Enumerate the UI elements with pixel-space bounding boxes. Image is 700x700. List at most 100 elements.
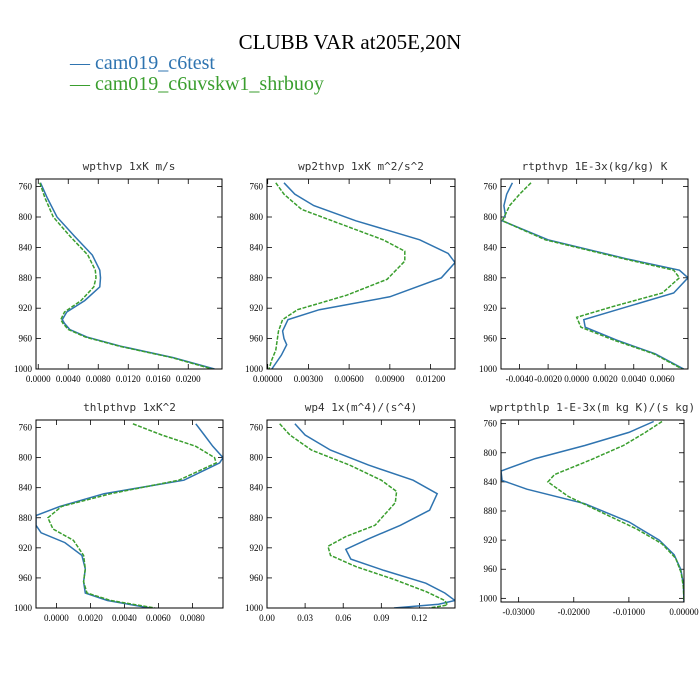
- y-tick-label: 1000: [245, 603, 264, 613]
- y-tick-label: 880: [250, 513, 264, 523]
- x-tick-label: 0.0200: [176, 374, 201, 384]
- x-tick-label: -0.0040: [506, 374, 534, 384]
- y-tick-label: 800: [19, 212, 33, 222]
- x-tick-label: -0.03000: [503, 607, 536, 617]
- legend-entry-c6test: — cam019_c6test: [70, 52, 215, 75]
- y-tick-label: 1000: [479, 593, 498, 603]
- series-line-c6test: [501, 182, 688, 369]
- y-tick-label: 840: [250, 242, 264, 252]
- y-tick-label: 960: [19, 573, 33, 583]
- x-tick-label: 0.0060: [650, 374, 675, 384]
- series-line-c6test: [36, 423, 223, 608]
- subplot-title: thlpthvp 1xK^2: [83, 401, 176, 414]
- x-tick-label: 0.0000: [44, 613, 69, 623]
- y-tick-label: 800: [484, 448, 498, 458]
- subplot-2: wp2thvp 1xK m^2/s^2 760 800 840 880 920 960 100…: [245, 160, 456, 384]
- legend-label-c6test: cam019_c6test: [95, 52, 215, 74]
- subplot-4: thlpthvp 1xK^2 760 800 840 880 920 960 1000 0.00…: [14, 401, 224, 623]
- x-tick-label: 0.12: [412, 613, 428, 623]
- series-line-shrbuoy: [279, 423, 449, 608]
- y-tick-label: 920: [484, 535, 498, 545]
- y-tick-label: 840: [19, 483, 33, 493]
- y-tick-label: 800: [250, 453, 264, 463]
- y-tick-label: 760: [19, 423, 33, 433]
- y-tick-label: 1000: [14, 364, 33, 374]
- x-tick-label: -0.0020: [534, 374, 562, 384]
- x-tick-label: 0.00600: [334, 374, 364, 384]
- subplot-1: wpthvp 1xK m/s76080084088092096010000.00…: [14, 160, 223, 384]
- x-tick-label: 0.0160: [146, 374, 171, 384]
- subplot-6: wprtpthlp 1-E-3x(m kg K)/(s kg) 760 800 840…: [479, 401, 699, 617]
- series-line-c6test: [501, 420, 684, 602]
- x-tick-label: 0.00000: [669, 607, 699, 617]
- y-tick-label: 840: [19, 242, 33, 252]
- x-tick-label: 0.01200: [416, 374, 446, 384]
- series-line-shrbuoy: [46, 423, 218, 608]
- y-tick-label: 1000: [245, 364, 264, 374]
- x-tick-label: 0.0040: [621, 374, 646, 384]
- subplot-3: rtpthvp 1E-3x(kg/kg) K 760 800 840 880 920 960…: [479, 160, 689, 384]
- y-tick-label: 760: [250, 423, 264, 433]
- plot-frame: [35, 419, 224, 609]
- subplot-title: rtpthvp 1E-3x(kg/kg) K: [522, 160, 668, 173]
- y-tick-label: 760: [484, 182, 498, 192]
- y-tick-label: 840: [484, 477, 498, 487]
- x-tick-label: 0.00: [259, 613, 275, 623]
- plot-frame: [500, 178, 689, 370]
- y-tick-label: 800: [19, 453, 33, 463]
- y-tick-label: 880: [19, 513, 33, 523]
- subplot-5: wp4 1x(m^4)/(s^4)76080084088092096010000…: [245, 401, 456, 623]
- x-tick-label: 0.06: [335, 613, 351, 623]
- y-tick-label: 1000: [479, 364, 498, 374]
- y-tick-label: 920: [250, 303, 264, 313]
- y-tick-label: 880: [250, 273, 264, 283]
- plot-frame: [35, 178, 223, 370]
- y-tick-label: 920: [484, 303, 498, 313]
- x-tick-label: 0.03: [297, 613, 313, 623]
- x-tick-label: 0.0020: [78, 613, 103, 623]
- subplot-title: wp4 1x(m^4)/(s^4): [305, 401, 418, 414]
- series-line-shrbuoy: [39, 182, 213, 369]
- y-tick-label: 760: [19, 182, 33, 192]
- y-tick-label: 800: [484, 212, 498, 222]
- x-tick-label: 0.0080: [180, 613, 205, 623]
- plot-frame: [500, 419, 685, 603]
- y-tick-label: 920: [19, 543, 33, 553]
- y-tick-label: 960: [250, 573, 264, 583]
- subplot-title: wp2thvp 1xK m^2/s^2: [298, 160, 424, 173]
- series-line-c6test: [39, 182, 215, 369]
- x-tick-label: 0.0060: [146, 613, 171, 623]
- series-line-shrbuoy: [546, 420, 684, 602]
- y-tick-label: 840: [484, 242, 498, 252]
- subplot-title: wpthvp 1xK m/s: [83, 160, 176, 173]
- y-tick-label: 960: [250, 334, 264, 344]
- plot-frame: [266, 178, 456, 370]
- x-tick-label: 0.00300: [294, 374, 324, 384]
- series-line-shrbuoy: [501, 182, 683, 369]
- y-tick-label: 760: [484, 419, 498, 429]
- y-tick-label: 840: [250, 483, 264, 493]
- x-tick-label: 0.0080: [86, 374, 111, 384]
- y-tick-label: 880: [19, 273, 33, 283]
- x-tick-label: 0.0040: [56, 374, 81, 384]
- subplot-title: wprtpthlp 1-E-3x(m kg K)/(s kg): [490, 401, 695, 414]
- y-tick-label: 800: [250, 212, 264, 222]
- y-tick-label: 960: [484, 564, 498, 574]
- x-tick-label: 0.0120: [116, 374, 141, 384]
- plot-frame: [266, 419, 456, 609]
- y-tick-label: 880: [484, 273, 498, 283]
- y-tick-label: 1000: [14, 603, 33, 613]
- series-line-shrbuoy: [268, 182, 406, 369]
- y-tick-label: 920: [19, 303, 33, 313]
- legend-entry-shrbuoy: — cam019_c6uvskw1_shrbuoy: [70, 73, 324, 96]
- x-tick-label: 0.0000: [26, 374, 51, 384]
- x-tick-label: 0.00900: [375, 374, 405, 384]
- y-tick-label: 760: [250, 182, 264, 192]
- legend-dash-shrbuoy: —: [70, 73, 95, 95]
- x-tick-label: 0.0040: [112, 613, 137, 623]
- legend-label-shrbuoy: cam019_c6uvskw1_shrbuoy: [95, 73, 324, 95]
- series-line-c6test: [271, 182, 455, 369]
- x-tick-label: 0.0020: [593, 374, 618, 384]
- x-tick-label: 0.09: [373, 613, 389, 623]
